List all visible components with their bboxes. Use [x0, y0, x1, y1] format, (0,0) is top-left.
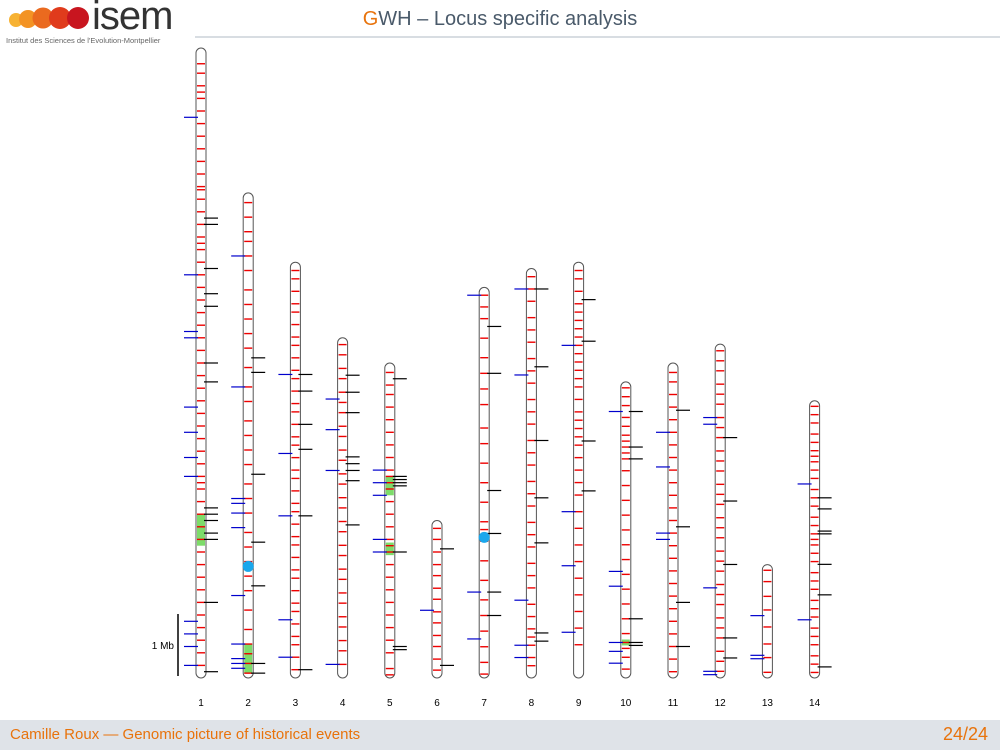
chromosome-6: 6: [420, 520, 454, 709]
slide-footer: Camille Roux — Genomic picture of histor…: [0, 720, 1000, 750]
chromosome-label: 13: [762, 698, 774, 709]
chromosome-body: [761, 564, 773, 679]
chromosome-10: 10: [608, 381, 643, 709]
introgressed-region: [197, 514, 205, 546]
logo-tagline: Institut des Sciences de l'Evolution-Mon…: [6, 36, 161, 45]
chromosome-2: 2: [231, 192, 266, 709]
chromosome-7: 7: [467, 286, 502, 709]
centromere-dot: [478, 531, 490, 543]
footer-author: Camille Roux — Genomic picture of histor…: [10, 726, 361, 743]
introgressed-region: [385, 542, 394, 556]
centromere-dot: [242, 560, 254, 572]
scale-bar: 1 Mb: [152, 614, 179, 676]
slide-header: isem Institut des Sciences de l'Evolutio…: [0, 0, 1000, 45]
chromosome-11: 11: [656, 362, 690, 709]
chromosome-label: 14: [809, 698, 821, 709]
chromosome-label: 8: [529, 698, 535, 709]
chromosome-label: 11: [668, 698, 679, 709]
scale-bar-label: 1 Mb: [152, 641, 175, 652]
chromosome-13: 13: [750, 564, 774, 709]
chromosome-label: 7: [481, 698, 487, 709]
karyotype-diagram: 1 2 3 4 5 6 7 8 9 10 11 12 13 14 1 Mb: [152, 47, 832, 709]
chromosomes-group: 1 2 3 4 5 6 7 8 9 10 11 12 13 14: [184, 47, 832, 709]
logo-dots-icon: [9, 7, 89, 29]
chromosome-label: 6: [434, 698, 440, 709]
chromosome-12: 12: [703, 343, 738, 709]
chromosome-1: 1: [184, 47, 218, 709]
chromosome-label: 4: [340, 698, 346, 709]
chromosome-label: 10: [620, 698, 632, 709]
chromosome-body: [384, 362, 396, 679]
chromosome-label: 3: [293, 698, 299, 709]
introgressed-region: [244, 644, 253, 674]
chromosome-4: 4: [325, 337, 360, 709]
chromosome-label: 2: [245, 698, 251, 709]
chromosome-label: 1: [198, 698, 204, 709]
chromosome-label: 12: [715, 698, 727, 709]
page-title: GWH – Locus specific analysis: [0, 8, 1000, 31]
isem-logo: [9, 7, 89, 29]
title-text: WH – Locus specific analysis: [378, 8, 638, 30]
header-divider: [195, 36, 1000, 38]
chromosome-label: 5: [387, 698, 393, 709]
chromosome-14: 14: [797, 400, 832, 709]
chromosome-8: 8: [514, 268, 549, 709]
chromosome-9: 9: [561, 261, 596, 709]
chromosome-label: 9: [576, 698, 582, 709]
logo-wordmark: isem: [92, 0, 173, 38]
page-number: 24/24: [942, 724, 988, 744]
chromosome-3: 3: [278, 261, 313, 709]
title-accent: G: [362, 8, 379, 30]
chromosome-5: 5: [372, 362, 407, 709]
introgressed-region: [385, 476, 394, 496]
